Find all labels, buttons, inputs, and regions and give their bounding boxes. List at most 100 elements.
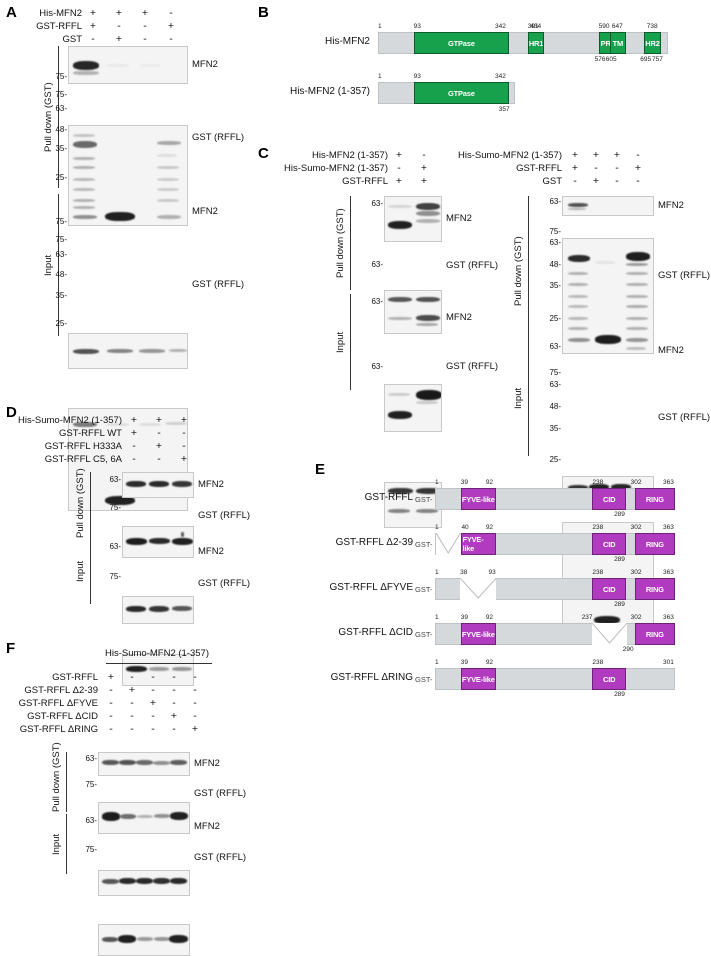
condition-value: +: [89, 7, 97, 19]
condition-label: GST-RFFL H333A: [44, 441, 122, 452]
mw-marker: 63-: [85, 754, 97, 763]
residue-number: 40: [461, 524, 469, 531]
domain-box: CID: [592, 668, 627, 690]
panel-d-blots: Pull down (GST) 63- MFN2 75- GST (RFFL) Input…: [0, 468, 250, 686]
condition-value: -: [143, 33, 147, 45]
protein-band: [416, 315, 440, 321]
protein-band: [157, 154, 177, 157]
condition-label: GST-RFFL C5, 6A: [44, 454, 122, 465]
protein-band: [73, 166, 95, 169]
protein-band: [568, 295, 588, 298]
section-rule: [90, 472, 91, 538]
protein-band: [626, 338, 648, 342]
protein-band: [568, 485, 588, 490]
blot-image: [562, 238, 654, 354]
residue-number: 342: [495, 73, 506, 80]
blot-label: MFN2: [658, 345, 684, 356]
section-rule: [528, 340, 529, 456]
protein-band: [73, 71, 99, 75]
residue-number: 1: [378, 23, 382, 30]
condition-value: -: [636, 175, 640, 187]
domain-box: CID: [592, 533, 627, 555]
protein-band: [568, 327, 588, 330]
condition-value: -: [615, 175, 619, 187]
protein-band: [153, 761, 170, 765]
residue-number: 647: [611, 23, 623, 30]
condition-label: GST-RFFL: [36, 21, 82, 32]
panel-c-right-blots: Pull down (GST) 63- MFN2 75- 63- 48- 35- 25- GST…: [436, 196, 710, 630]
domain-box: GTPase: [413, 32, 509, 54]
blot-image: [384, 196, 442, 242]
protein-band: [154, 937, 170, 941]
protein-band: [172, 606, 192, 611]
condition-value: -: [615, 162, 619, 174]
condition-value: +: [571, 149, 579, 161]
protein-band: [170, 812, 188, 820]
protein-band: [126, 538, 147, 545]
panel-a-blots: Pull down (GST) 75- MFN2 75- 63- 48- 35- 25- GST…: [0, 46, 244, 511]
condition-value: -: [143, 20, 147, 32]
domain-box: FYVE-like: [460, 623, 496, 645]
condition-value: -: [182, 440, 186, 452]
mw-marker: 63-: [371, 297, 383, 306]
condition-value: +: [420, 175, 428, 187]
residue-number: 289: [614, 601, 625, 608]
residue-number: 576: [594, 56, 606, 63]
protein-band: [136, 760, 153, 765]
protein-band: [73, 215, 97, 219]
condition-value: -: [397, 162, 401, 174]
mw-marker: 63-: [371, 260, 383, 269]
condition-value: -: [182, 427, 186, 439]
protein-band: [120, 814, 136, 819]
residue-number: 363: [663, 479, 674, 486]
condition-value: -: [172, 684, 176, 696]
panel-c-left-blots: Pull down (GST) 63- MFN2 63- GST (RFFL) Input…: [262, 196, 498, 528]
condition-value: -: [132, 453, 136, 465]
domain-box: FYVE-like: [460, 488, 496, 510]
mw-marker: 75-: [109, 572, 121, 581]
condition-value: -: [91, 33, 95, 45]
protein-band: [137, 815, 153, 818]
protein-band: [136, 878, 153, 884]
blot-image: [122, 654, 194, 686]
protein-band: [416, 509, 438, 513]
protein-band: [119, 760, 136, 765]
blot-image: [98, 752, 190, 776]
section-label: Pull down (GST): [43, 82, 54, 152]
condition-label: His-Sumo-MFN2 (1-357): [458, 150, 562, 161]
blot-image: [384, 482, 442, 528]
domain-box: FYVE-like: [460, 668, 496, 690]
condition-value: +: [115, 7, 123, 19]
condition-value: +: [149, 697, 157, 709]
panel-a-letter: A: [6, 4, 17, 21]
protein-band: [626, 295, 648, 298]
mw-marker: 75-: [109, 503, 121, 512]
protein-band: [107, 64, 129, 67]
residue-number: 1: [435, 569, 439, 576]
condition-value: +: [155, 440, 163, 452]
section-label: Pull down (GST): [513, 236, 524, 306]
residue-number: 363: [663, 569, 674, 576]
blot-label: GST (RFFL): [658, 412, 711, 423]
protein-band: [73, 61, 99, 70]
condition-value: -: [193, 671, 197, 683]
mw-marker: 48-: [549, 260, 561, 269]
protein-band: [568, 338, 590, 342]
blot-image: [122, 472, 194, 498]
protein-band: [102, 760, 119, 765]
residue-number: 1: [435, 659, 439, 666]
mw-marker: 75-: [549, 368, 561, 377]
section-label: Input: [335, 331, 346, 353]
condition-value: +: [592, 149, 600, 161]
condition-value: +: [155, 414, 163, 426]
domain-box: CID: [592, 578, 627, 600]
residue-number: 1: [435, 479, 439, 486]
protein-band: [169, 935, 188, 943]
panel-c-letter: C: [258, 145, 269, 162]
protein-band: [595, 261, 615, 264]
condition-value: -: [109, 723, 113, 735]
blot-image: [562, 196, 654, 216]
section-label: Input: [51, 833, 62, 855]
protein-band: [388, 317, 412, 320]
panel-b-letter: B: [258, 4, 269, 21]
